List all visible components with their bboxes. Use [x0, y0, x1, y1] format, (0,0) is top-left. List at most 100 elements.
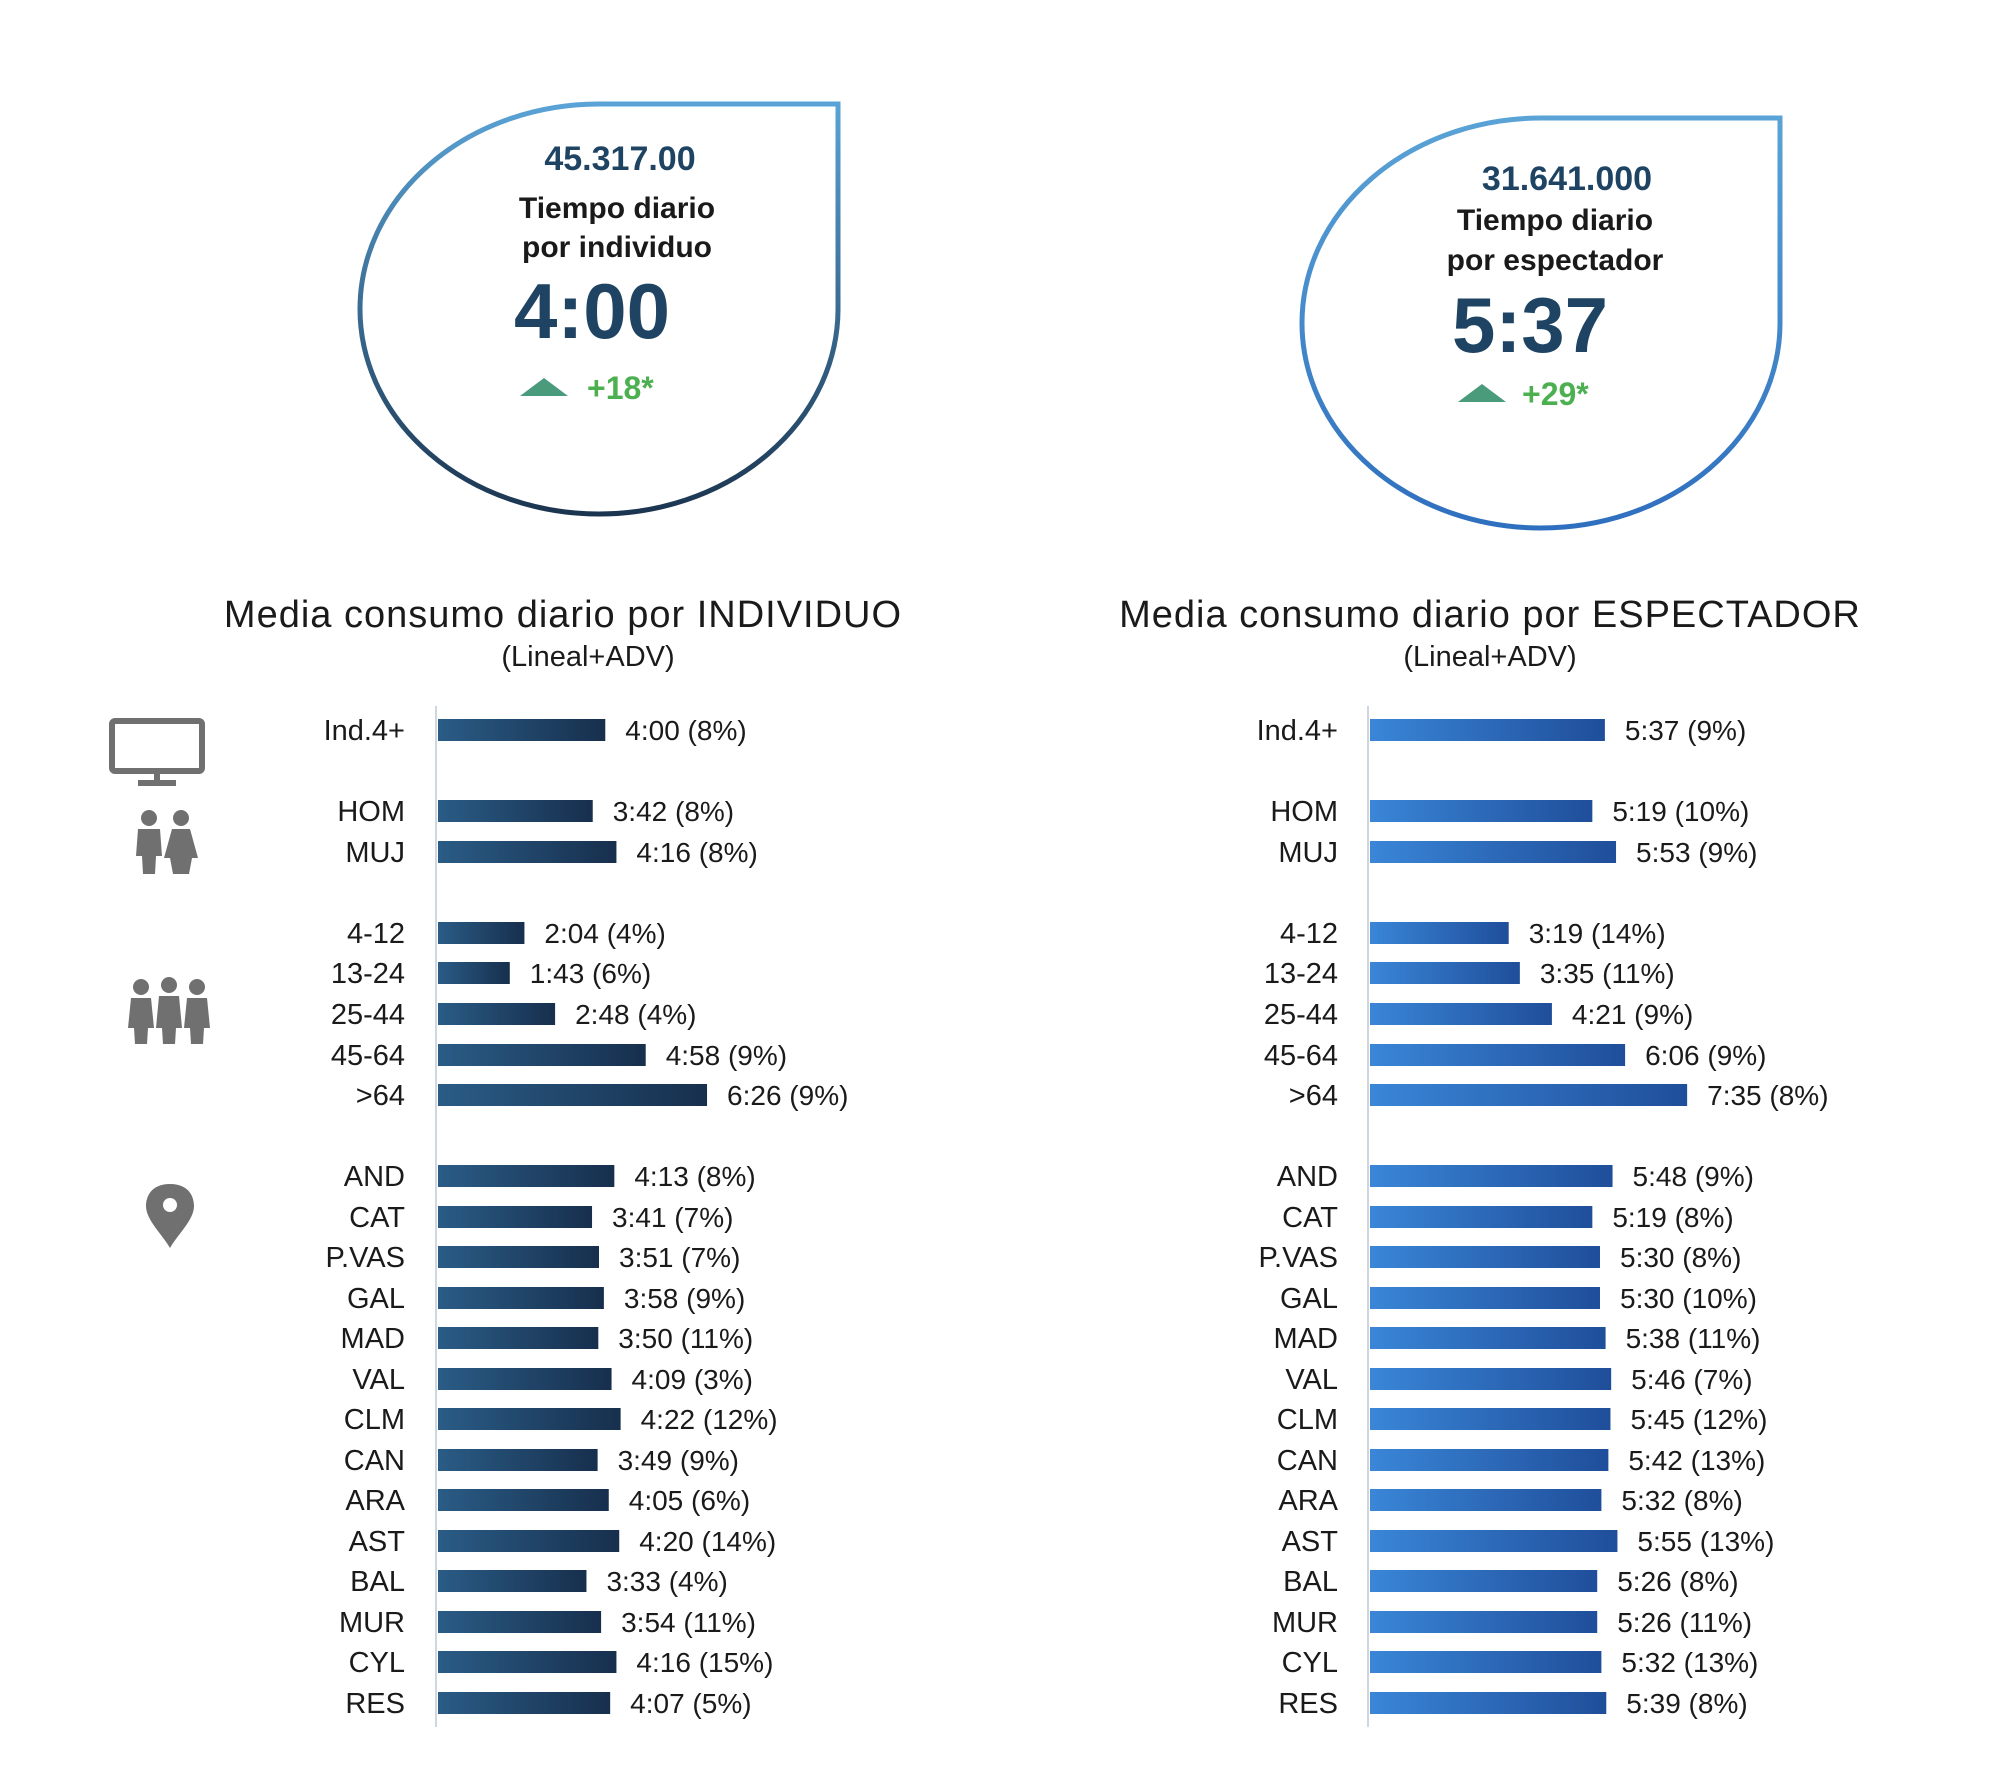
- category-label: 25-44: [1264, 999, 1338, 1031]
- bar-gal: [1370, 1287, 1601, 1309]
- data-label: 5:46 (7%): [1631, 1364, 1752, 1395]
- bar-pvas: [1370, 1246, 1601, 1268]
- bar-64: [1370, 1084, 1688, 1106]
- chart-subtitle-espectador: (Lineal+ADV): [1403, 641, 1576, 673]
- bar-ind4: [438, 719, 606, 741]
- couple-icon: [136, 810, 198, 874]
- data-label: 5:32 (13%): [1621, 1647, 1758, 1678]
- kpi-change: +18*: [587, 370, 654, 406]
- chart-subtitle-individuo: (Lineal+ADV): [501, 641, 674, 673]
- category-label: VAL: [1285, 1364, 1338, 1396]
- data-label: 4:20 (14%): [639, 1526, 776, 1557]
- data-label: 5:30 (10%): [1620, 1283, 1757, 1314]
- bar-chart-individuo: Ind.4+ 4:00 (8%) HOM 3:42 (8%) MUJ 4:16 (8%) 4…: [324, 706, 848, 1727]
- data-label: 4:21 (9%): [1572, 999, 1693, 1030]
- kpi-drop-shape: [1299, 115, 1783, 531]
- data-label: 7:35 (8%): [1707, 1080, 1828, 1111]
- data-label: 5:37 (9%): [1625, 715, 1746, 746]
- bar-clm: [438, 1408, 621, 1430]
- bar-chart-espectador: Ind.4+ 5:37 (9%) HOM 5:19 (10%) MUJ 5:53 (9%)…: [1257, 706, 1829, 1727]
- bar-gal: [438, 1287, 604, 1309]
- data-label: 5:38 (11%): [1626, 1323, 1761, 1354]
- category-label: 13-24: [331, 958, 405, 990]
- category-label: CLM: [1277, 1404, 1338, 1436]
- tv-icon: [109, 718, 205, 786]
- kpi-time: 4:00: [514, 267, 670, 355]
- data-label: 3:54 (11%): [621, 1607, 756, 1638]
- data-label: 5:39 (8%): [1626, 1688, 1747, 1719]
- data-label: 5:55 (13%): [1637, 1526, 1774, 1557]
- data-label: 3:51 (7%): [619, 1242, 740, 1273]
- bar-clm: [1370, 1408, 1611, 1430]
- category-label: 25-44: [331, 999, 405, 1031]
- bar-res: [438, 1692, 611, 1714]
- data-label: 5:26 (8%): [1617, 1566, 1738, 1597]
- data-label: 5:45 (12%): [1630, 1404, 1767, 1435]
- category-label: BAL: [1283, 1566, 1338, 1598]
- category-label: HOM: [1270, 796, 1338, 828]
- data-label: 5:30 (8%): [1620, 1242, 1741, 1273]
- trend-up-icon: [1458, 384, 1506, 402]
- category-label: MUJ: [345, 837, 405, 869]
- kpi-change: +29*: [1522, 376, 1589, 412]
- bar-cat: [438, 1206, 593, 1228]
- bar-ara: [438, 1489, 609, 1511]
- category-label: CAN: [1277, 1445, 1338, 1477]
- data-label: 4:22 (12%): [641, 1404, 778, 1435]
- category-label: Ind.4+: [324, 715, 405, 747]
- data-label: 4:09 (3%): [632, 1364, 753, 1395]
- category-label: CYL: [1282, 1647, 1338, 1679]
- kpi-time: 5:37: [1452, 281, 1608, 369]
- category-label: ARA: [1278, 1485, 1338, 1517]
- category-label: >64: [356, 1080, 405, 1112]
- data-label: 2:48 (4%): [575, 999, 696, 1030]
- kpi-card-individuo: 45.317.00 Tiempo diario por individuo 4:…: [357, 101, 841, 517]
- kpi-label-line2: por individuo: [522, 231, 712, 264]
- data-label: 4:58 (9%): [666, 1040, 787, 1071]
- category-label: GAL: [1280, 1283, 1338, 1315]
- data-label: 6:06 (9%): [1645, 1040, 1766, 1071]
- category-label: VAL: [352, 1364, 405, 1396]
- data-label: 3:58 (9%): [624, 1283, 745, 1314]
- data-label: 6:26 (9%): [727, 1080, 848, 1111]
- bar-1324: [1370, 962, 1520, 984]
- category-label: MUJ: [1278, 837, 1338, 869]
- data-label: 5:42 (13%): [1628, 1445, 1765, 1476]
- data-label: 4:07 (5%): [630, 1688, 751, 1719]
- category-label: AST: [1282, 1526, 1339, 1558]
- category-label: AST: [349, 1526, 406, 1558]
- data-label: 5:32 (8%): [1621, 1485, 1742, 1516]
- category-label: Ind.4+: [1257, 715, 1338, 747]
- category-label: MAD: [1274, 1323, 1338, 1355]
- bar-4564: [438, 1044, 646, 1066]
- bar-2544: [438, 1003, 556, 1025]
- bar-2544: [1370, 1003, 1552, 1025]
- data-label: 3:42 (8%): [613, 796, 734, 827]
- data-label: 4:13 (8%): [634, 1161, 755, 1192]
- category-label: CAT: [1282, 1202, 1338, 1234]
- bar-1324: [438, 962, 510, 984]
- bar-can: [438, 1449, 598, 1471]
- category-label: ARA: [345, 1485, 405, 1517]
- data-label: 3:33 (4%): [606, 1566, 727, 1597]
- chart-title-individuo: Media consumo diario por INDIVIDUO: [224, 594, 902, 636]
- data-label: 5:19 (10%): [1612, 796, 1749, 827]
- data-label: 5:53 (9%): [1636, 837, 1757, 868]
- category-label: MUR: [339, 1607, 405, 1639]
- location-pin-icon: [146, 1184, 194, 1248]
- category-label: CAT: [349, 1202, 405, 1234]
- bar-ind4: [1370, 719, 1605, 741]
- kpi-label-line1: Tiempo diario: [1457, 204, 1653, 237]
- category-label: GAL: [347, 1283, 405, 1315]
- data-label: 4:16 (8%): [636, 837, 757, 868]
- kpi-drop-shape: [357, 101, 841, 517]
- category-label: HOM: [337, 796, 405, 828]
- category-label: AND: [344, 1161, 405, 1193]
- bar-cat: [1370, 1206, 1593, 1228]
- bar-val: [1370, 1368, 1612, 1390]
- bar-mad: [438, 1327, 599, 1349]
- kpi-audience: 45.317.00: [544, 140, 695, 178]
- bar-64: [438, 1084, 708, 1106]
- category-label: RES: [345, 1688, 405, 1720]
